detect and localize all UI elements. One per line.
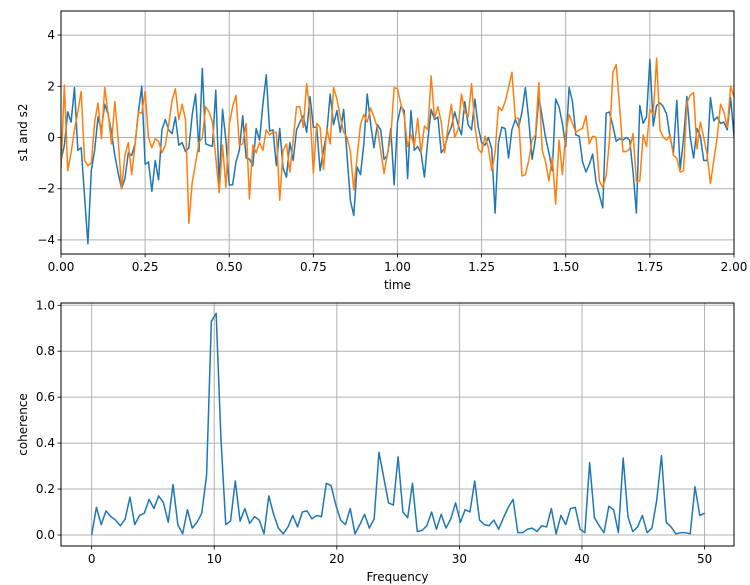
series-line-s1	[61, 58, 734, 245]
coherence-x-ticks: 0 10 20 30 40 50	[88, 546, 712, 566]
x-tick-label: 0.00	[48, 260, 75, 274]
x-tick-label: 0.75	[300, 260, 327, 274]
y-tick-label: −2	[37, 182, 55, 196]
y-tick-label: 0.0	[36, 528, 55, 542]
time-series-x-ticks: 0.00 0.25 0.50 0.75 1.00 1.25 1.50 1.75 2.00	[48, 254, 748, 274]
y-tick-label: 0	[47, 130, 55, 144]
x-tick-label: 1.25	[468, 260, 495, 274]
y-tick-label: 4	[47, 28, 55, 42]
coherence-y-ticks: 0.0 0.2 0.4 0.6 0.8 1.0	[36, 298, 61, 542]
y-tick-label: 2	[47, 79, 55, 93]
y-tick-label: 0.8	[36, 344, 55, 358]
y-tick-label: 1.0	[36, 298, 55, 312]
time-series-y-label: s1 and s2	[16, 104, 30, 162]
x-tick-label: 20	[329, 552, 344, 566]
x-tick-label: 0.25	[132, 260, 159, 274]
x-tick-label: 40	[574, 552, 589, 566]
x-tick-label: 1.50	[552, 260, 579, 274]
y-tick-label: 0.2	[36, 482, 55, 496]
x-tick-label: 0.50	[216, 260, 243, 274]
series-line-s2	[61, 57, 734, 225]
time-series-axes: 0.00 0.25 0.50 0.75 1.00 1.25 1.50 1.75 2.00 −4−…	[16, 10, 748, 292]
coherence-x-label: Frequency	[367, 570, 429, 584]
coherence-line	[90, 312, 705, 536]
y-tick-label: 0.4	[36, 436, 55, 450]
time-series-lines	[61, 57, 734, 245]
x-tick-label: 30	[452, 552, 467, 566]
x-tick-label: 0	[88, 552, 96, 566]
coherence-axes: 0 10 20 30 40 50 0.0 0.2 0.4 0.6 0.8 1.0 Frequency…	[16, 298, 735, 584]
coherence-frame	[60, 302, 735, 547]
x-tick-label: 1.75	[637, 260, 664, 274]
x-tick-label: 1.00	[384, 260, 411, 274]
coherence-y-label: coherence	[16, 393, 30, 456]
x-tick-label: 50	[697, 552, 712, 566]
x-tick-label: 2.00	[721, 260, 748, 274]
time-series-x-label: time	[384, 278, 411, 292]
time-series-y-ticks: −4 −2 0 2 4	[37, 28, 61, 247]
y-tick-label: 0.6	[36, 390, 55, 404]
series-line-coherence	[90, 312, 705, 536]
y-tick-label: −4	[37, 233, 55, 247]
x-tick-label: 10	[207, 552, 222, 566]
